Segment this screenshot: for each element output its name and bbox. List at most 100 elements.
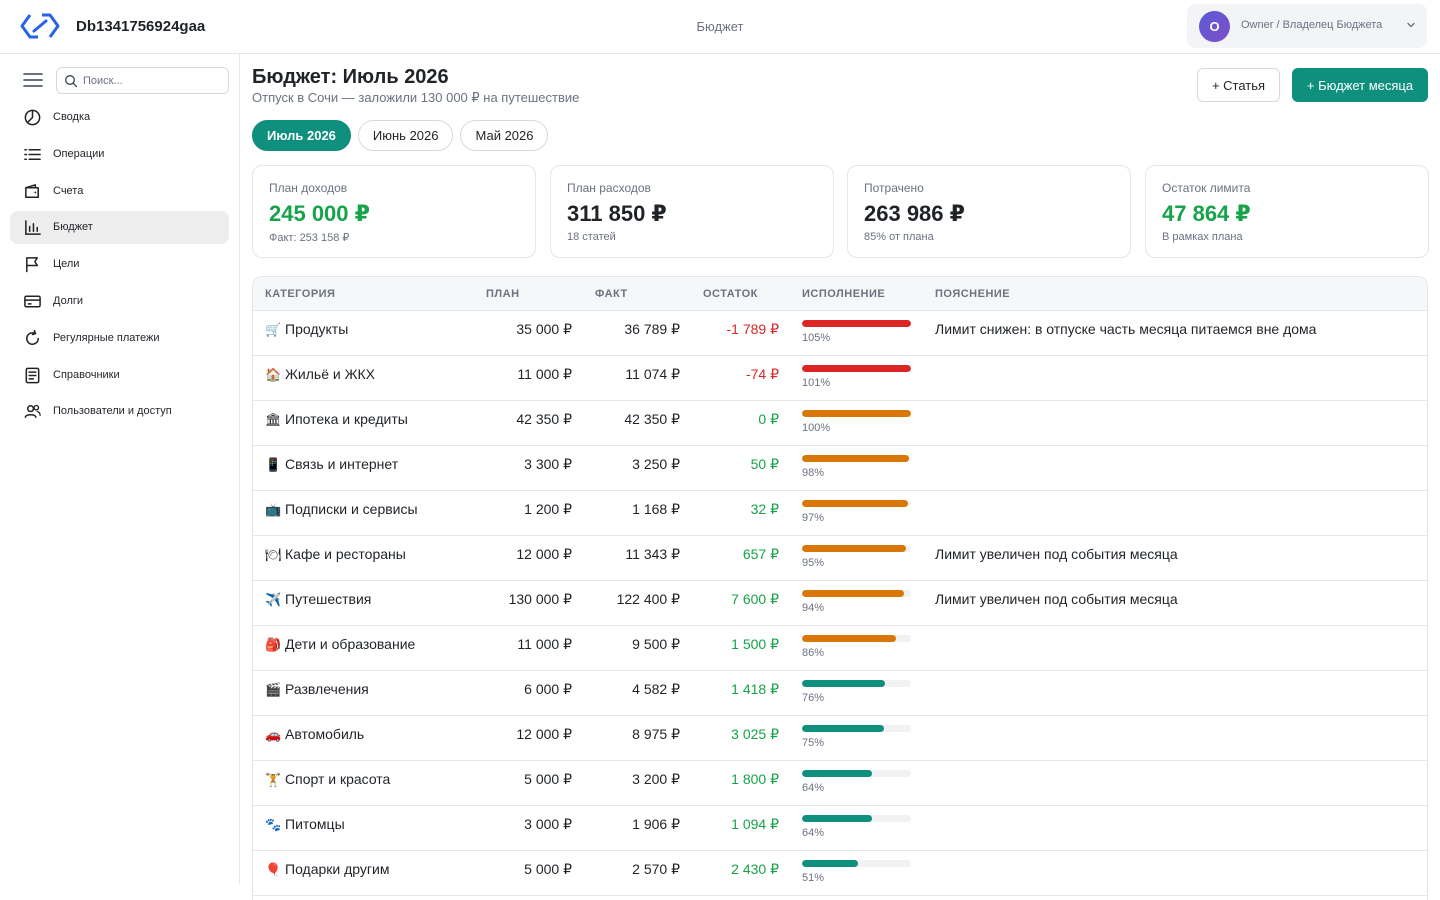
- card-value: 311 850 ₽: [567, 201, 667, 226]
- progress-percent: 94%: [802, 602, 825, 614]
- category-cell: 🏛 Ипотека и кредиты: [265, 411, 408, 428]
- plan-cell: 3 300 ₽: [524, 456, 572, 472]
- card-label: План доходов: [269, 181, 348, 195]
- fact-cell: 3 200 ₽: [632, 771, 680, 787]
- progress-bar: [802, 410, 911, 417]
- category-cell: 📺 Подписки и сервисы: [265, 501, 418, 518]
- plan-cell: 130 000 ₽: [508, 591, 572, 607]
- sidebar-item-users-access[interactable]: Пользователи и доступ: [10, 395, 229, 428]
- progress-bar-fill: [802, 545, 906, 552]
- progress-percent: 97%: [802, 512, 825, 524]
- category-icon: 🛒: [265, 323, 282, 338]
- hamburger-menu-icon[interactable]: [22, 71, 44, 89]
- table-row[interactable]: 🛒 Продукты 35 000 ₽ 36 789 ₽ -1 789 ₽ 105…: [253, 311, 1427, 356]
- remaining-cell: 2 430 ₽: [731, 861, 779, 877]
- progress-bar-fill: [802, 500, 908, 507]
- category-name: Ипотека и кредиты: [285, 411, 408, 427]
- table-row[interactable]: 🎬 Развлечения 6 000 ₽ 4 582 ₽ 1 418 ₽ 76%: [253, 671, 1427, 716]
- tab-july-2026[interactable]: Июль 2026: [252, 120, 351, 151]
- column-header-category[interactable]: Категория: [265, 288, 336, 300]
- user-menu[interactable]: O Owner / Владелец Бюджета: [1187, 4, 1427, 48]
- sidebar-item-accounts[interactable]: Счета: [10, 175, 229, 208]
- plan-cell: 35 000 ₽: [516, 321, 572, 337]
- table-row[interactable]: 🏋 Спорт и красота 5 000 ₽ 3 200 ₽ 1 800 ₽…: [253, 761, 1427, 806]
- refresh-icon: [26, 329, 39, 345]
- table-row[interactable]: 🎒 Дети и образование 11 000 ₽ 9 500 ₽ 1 5…: [253, 626, 1427, 671]
- progress-percent: 101%: [802, 377, 831, 389]
- sidebar-item-label: Долги: [53, 294, 84, 307]
- bar-chart-icon: [25, 220, 41, 236]
- column-header-plan[interactable]: План: [486, 288, 520, 300]
- category-cell: 🛒 Продукты: [265, 321, 348, 338]
- category-name: Продукты: [285, 321, 349, 337]
- progress-percent: 64%: [802, 827, 825, 839]
- table-row[interactable]: 📱 Связь и интернет 3 300 ₽ 3 250 ₽ 50 ₽ 9…: [253, 446, 1427, 491]
- card-label: План расходов: [567, 181, 651, 195]
- remaining-cell: 1 500 ₽: [731, 636, 779, 652]
- progress-percent: 100%: [802, 422, 831, 434]
- credit-card-icon: [24, 295, 41, 308]
- remaining-cell: 1 418 ₽: [731, 681, 779, 697]
- remaining-cell: -1 789 ₽: [726, 321, 780, 337]
- sidebar-item-label: Цели: [53, 258, 80, 271]
- table-header: Категория План Факт Остаток Исполнение П…: [253, 277, 1427, 311]
- category-icon: 🎒: [265, 638, 282, 653]
- remaining-cell: 7 600 ₽: [731, 591, 779, 607]
- plan-cell: 11 000 ₽: [517, 366, 572, 382]
- progress-bar: [802, 365, 911, 372]
- search-box: [56, 67, 229, 94]
- table-row[interactable]: 🚗 Автомобиль 12 000 ₽ 8 975 ₽ 3 025 ₽ 75%: [253, 716, 1427, 761]
- table-row[interactable]: ✈️ Путешествия 130 000 ₽ 122 400 ₽ 7 600 …: [253, 581, 1427, 626]
- plan-cell: 6 000 ₽: [524, 681, 572, 697]
- table-row[interactable]: 🏠 Жильё и ЖКХ 11 000 ₽ 11 074 ₽ -74 ₽ 101…: [253, 356, 1427, 401]
- table-row[interactable]: 🍽 Кафе и рестораны 12 000 ₽ 11 343 ₽ 657 …: [253, 536, 1427, 581]
- column-header-note[interactable]: Пояснение: [935, 288, 1011, 300]
- category-name: Подарки другим: [285, 861, 390, 877]
- remaining-cell: -74 ₽: [745, 366, 779, 382]
- wallet-icon: [25, 183, 39, 198]
- category-name: Спорт и красота: [285, 771, 391, 787]
- users-icon: [24, 405, 41, 419]
- table-row[interactable]: 🎈 Подарки другим 5 000 ₽ 2 570 ₽ 2 430 ₽ …: [253, 851, 1427, 896]
- progress-bar: [802, 860, 911, 867]
- fact-cell: 9 500 ₽: [632, 636, 680, 652]
- sidebar-item-goals[interactable]: Цели: [10, 248, 229, 281]
- sidebar-item-budget[interactable]: Бюджет: [10, 211, 229, 245]
- remaining-cell: 50 ₽: [750, 456, 779, 472]
- user-role-label: Owner / Владелец Бюджета: [1241, 19, 1383, 31]
- add-month-budget-button[interactable]: + Бюджет месяца: [1292, 68, 1428, 102]
- page-subtitle: Отпуск в Сочи — заложили 130 000 ₽ на пу…: [252, 90, 580, 105]
- sidebar-item-operations[interactable]: Операции: [10, 138, 229, 171]
- table-row[interactable]: 🐾 Питомцы 3 000 ₽ 1 906 ₽ 1 094 ₽ 64%: [253, 806, 1427, 851]
- category-name: Связь и интернет: [285, 456, 399, 472]
- progress-bar: [802, 815, 911, 822]
- column-header-fact[interactable]: Факт: [595, 288, 628, 300]
- remaining-cell: 3 025 ₽: [731, 726, 779, 742]
- table-row[interactable]: 🏛 Ипотека и кредиты 42 350 ₽ 42 350 ₽ 0 ₽…: [253, 401, 1427, 446]
- progress-percent: 51%: [802, 872, 825, 884]
- progress-bar-fill: [802, 770, 872, 777]
- sidebar-item-references[interactable]: Справочники: [10, 359, 229, 392]
- pie-chart-icon: [24, 109, 41, 126]
- card-note: Факт: 253 158 ₽: [269, 232, 350, 244]
- search-input[interactable]: [83, 72, 223, 90]
- add-item-button[interactable]: + Статья: [1197, 68, 1280, 102]
- category-cell: 🎈 Подарки другим: [265, 861, 389, 878]
- column-header-remaining[interactable]: Остаток: [703, 288, 758, 300]
- fact-cell: 4 582 ₽: [632, 681, 680, 697]
- sidebar-item-summary[interactable]: Сводка: [10, 101, 229, 134]
- sidebar-item-debts[interactable]: Долги: [10, 285, 229, 318]
- tab-may-2026[interactable]: Май 2026: [460, 120, 549, 151]
- logo-icon[interactable]: [20, 13, 60, 39]
- fact-cell: 3 250 ₽: [632, 456, 680, 472]
- sidebar-item-recurring-payments[interactable]: Регулярные платежи: [10, 322, 229, 355]
- tab-june-2026[interactable]: Июнь 2026: [357, 120, 454, 151]
- progress-percent: 105%: [802, 332, 831, 344]
- remaining-cell: 1 094 ₽: [731, 816, 779, 832]
- column-header-progress[interactable]: Исполнение: [802, 288, 886, 300]
- category-cell: 📱 Связь и интернет: [265, 456, 398, 473]
- budget-table: Категория План Факт Остаток Исполнение П…: [252, 276, 1428, 900]
- table-row[interactable]: 📺 Подписки и сервисы 1 200 ₽ 1 168 ₽ 32 ₽…: [253, 491, 1427, 536]
- card-label: Остаток лимита: [1162, 181, 1251, 195]
- progress-percent: 76%: [802, 692, 825, 704]
